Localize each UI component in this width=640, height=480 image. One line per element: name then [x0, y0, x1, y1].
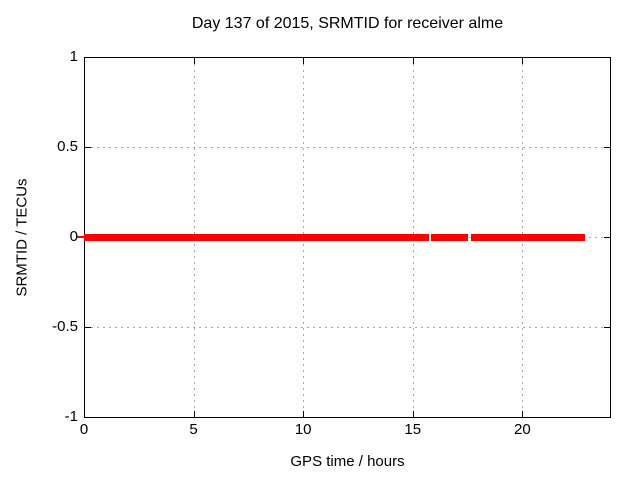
x-tick-label: 15	[404, 421, 422, 438]
x-tick-label: 5	[189, 421, 198, 438]
x-axis-tick	[303, 411, 305, 417]
x-axis-tick-top	[193, 58, 195, 64]
x-axis-tick	[522, 411, 524, 417]
y-tick-label: 0.5	[57, 138, 78, 155]
y-axis-tick	[85, 57, 91, 58]
series-line-segment	[84, 233, 430, 241]
y-axis-tick-right	[604, 147, 610, 148]
x-tick-label: 10	[294, 421, 312, 438]
x-axis-tick-top	[412, 58, 414, 64]
x-axis-tick	[193, 411, 195, 417]
x-axis-tick-top	[522, 58, 524, 64]
y-tick-label: 1	[69, 48, 78, 65]
y-tick-label: 0	[69, 228, 78, 245]
x-axis-tick-top	[84, 58, 85, 64]
x-axis-tick	[412, 411, 414, 417]
series-line-segment	[431, 233, 469, 241]
series-edge-nub	[77, 236, 84, 238]
x-axis-tick-top	[303, 58, 305, 64]
y-axis-tick-right	[604, 417, 610, 418]
gridline-horizontal	[85, 327, 609, 328]
y-axis-tick-right	[604, 327, 610, 328]
series-line-segment	[471, 233, 585, 241]
x-tick-label: 0	[79, 421, 89, 438]
y-axis-tick-right	[604, 57, 610, 58]
y-tick-label: -1	[64, 408, 78, 425]
gridline-horizontal	[85, 147, 609, 148]
y-axis-tick-right	[604, 237, 610, 238]
x-axis-tick	[84, 411, 85, 417]
x-tick-label: 20	[513, 421, 531, 438]
chart-title: Day 137 of 2015, SRMTID for receiver alm…	[191, 15, 504, 32]
y-tick-label: -0.5	[52, 318, 78, 335]
y-axis-tick	[85, 147, 91, 148]
y-axis-tick	[85, 417, 91, 418]
x-axis-label: GPS time / hours	[290, 453, 405, 470]
y-axis-tick	[85, 327, 91, 328]
